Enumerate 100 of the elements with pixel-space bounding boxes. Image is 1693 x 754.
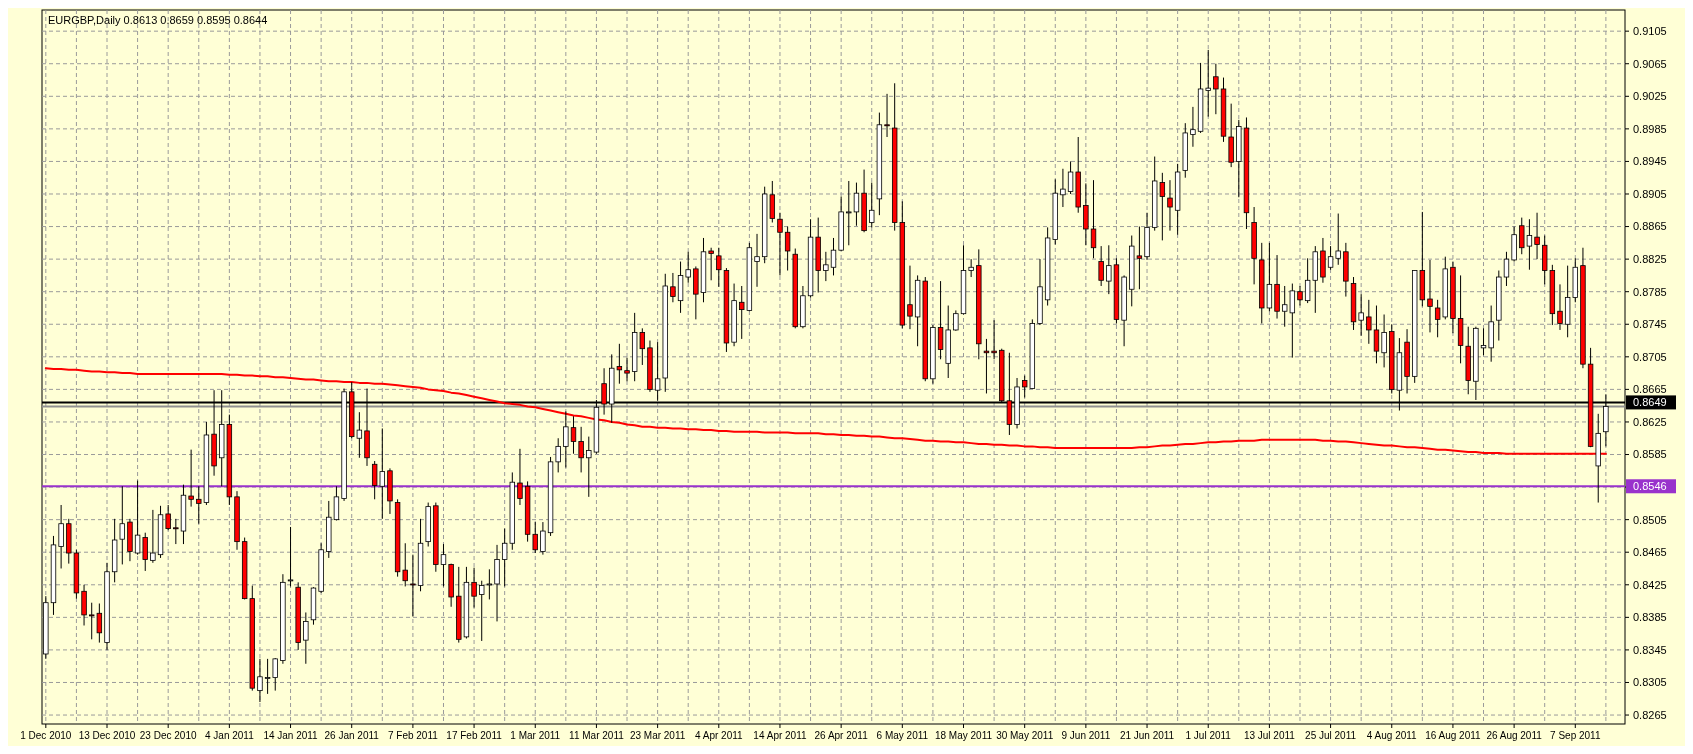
candlestick: [1373, 305, 1380, 364]
y-tick-label: 0.8665: [1633, 383, 1667, 396]
candlestick: [1106, 244, 1112, 295]
x-tick-label: 30 May 2011: [996, 730, 1054, 741]
x-tick-label: 1 Dec 2010: [20, 730, 72, 741]
candlestick: [1503, 251, 1510, 287]
candlestick: [1060, 168, 1066, 208]
x-tick-label: 25 Jul 2011: [1305, 730, 1357, 741]
candlestick: [303, 611, 309, 665]
x-tick-label: 23 Dec 2010: [139, 730, 197, 741]
candlestick: [1213, 63, 1219, 115]
x-tick-label: 7 Sep 2011: [1550, 730, 1601, 741]
candlestick: [150, 509, 156, 564]
y-tick-label: 0.8425: [1633, 578, 1667, 591]
ref-line-label: 0.8649: [1633, 396, 1667, 409]
y-tick-label: 0.8865: [1633, 220, 1667, 233]
candlestick: [1358, 293, 1364, 337]
candlestick: [1427, 259, 1433, 333]
candlestick: [471, 567, 477, 609]
x-tick-label: 9 Jun 2011: [1061, 730, 1111, 741]
x-tick-label: 4 Jan 2011: [204, 730, 255, 741]
candlestick: [830, 237, 837, 276]
ref-line-label: 0.8546: [1633, 480, 1667, 493]
candlestick: [1083, 182, 1089, 246]
line-series: [44, 367, 1607, 455]
x-tick-label: 11 Mar 2011: [569, 730, 625, 741]
y-tick-label: 0.8625: [1633, 415, 1667, 428]
candlestick: [410, 554, 416, 618]
x-tick-label: 7 Feb 2011: [387, 730, 439, 741]
x-tick-label: 4 Aug 2011: [1366, 730, 1418, 741]
y-tick-label: 0.8825: [1633, 252, 1667, 265]
candlestick: [517, 448, 523, 506]
y-tick-label: 0.8585: [1633, 448, 1667, 461]
chart-title: EURGBP,Daily 0.8613 0.8659 0.8595 0.8644: [48, 14, 268, 26]
y-tick-label: 0.8385: [1633, 611, 1667, 624]
x-tick-label: 18 May 2011: [934, 730, 993, 741]
x-tick-label: 1 Jul 2011: [1185, 730, 1232, 741]
candlestick: [670, 272, 676, 303]
x-tick-label: 21 Jun 2011: [1119, 730, 1175, 741]
y-tick-label: 0.9025: [1633, 90, 1667, 103]
y-tick-label: 0.8505: [1633, 513, 1667, 526]
y-tick-label: 0.8745: [1633, 318, 1667, 331]
y-tick-label: 0.8985: [1633, 122, 1667, 135]
x-tick-label: 4 Apr 2011: [694, 730, 744, 741]
candlestick: [777, 212, 783, 276]
candlestick: [563, 410, 569, 469]
x-tick-label: 26 Jan 2011: [324, 730, 380, 741]
x-tick-label: 13 Jul 2011: [1243, 730, 1296, 741]
candlestick: [1090, 179, 1097, 259]
y-tick-label: 0.8465: [1633, 546, 1667, 559]
x-tick-label: 26 Apr 2011: [814, 730, 869, 741]
candlestick: [907, 265, 913, 330]
candlestick: [173, 518, 179, 545]
y-tick-label: 0.9105: [1633, 25, 1667, 38]
candlestick: [188, 449, 194, 508]
candlestick: [784, 226, 791, 272]
candlestick: [440, 543, 447, 587]
x-tick-label: 6 May 2011: [876, 730, 929, 741]
candlestick: [1480, 327, 1487, 356]
y-tick-label: 0.8265: [1633, 708, 1667, 721]
y-tick-label: 0.8305: [1633, 676, 1667, 689]
candlestick: [257, 658, 263, 703]
y-tick-label: 0.9065: [1633, 57, 1667, 70]
candlestick: [1190, 106, 1196, 148]
candlestick: [1366, 299, 1372, 345]
y-tick-label: 0.8345: [1633, 643, 1667, 656]
candlestick: [1167, 179, 1173, 232]
candlestick: [884, 93, 890, 138]
x-tick-label: 1 Mar 2011: [510, 730, 561, 741]
x-tick-label: 16 Aug 2011: [1425, 730, 1482, 741]
y-tick-label: 0.8705: [1633, 350, 1667, 363]
candlestick: [685, 251, 691, 284]
candlestick: [953, 309, 959, 332]
x-tick-label: 14 Jan 2011: [263, 730, 319, 741]
candlestick: [578, 426, 584, 473]
candlestick: [287, 526, 294, 587]
candlestick: [1557, 283, 1563, 331]
candlestick: [1534, 212, 1540, 260]
candlestick: [58, 504, 64, 569]
y-tick-label: 0.8785: [1633, 285, 1667, 298]
candlestick: [716, 247, 722, 288]
y-tick-label: 0.8945: [1633, 155, 1667, 168]
x-tick-label: 17 Feb 2011: [446, 730, 503, 741]
x-tick-label: 13 Dec 2010: [78, 730, 136, 741]
candlestick: [991, 319, 997, 360]
candlestick: [540, 521, 546, 556]
candlestick: [1381, 313, 1387, 368]
candlestick: [624, 357, 630, 382]
candlestick: [823, 251, 829, 282]
candlestick: [754, 233, 760, 288]
x-tick-label: 14 Apr 2011: [753, 730, 807, 741]
y-tick-label: 0.8905: [1633, 187, 1667, 200]
x-tick-label: 23 Mar 2011: [629, 730, 686, 741]
candlestick: [81, 584, 87, 626]
candlestick: [708, 247, 714, 281]
candlestick: [983, 338, 990, 394]
candlestick: [1098, 245, 1104, 287]
candlestick: [165, 504, 171, 531]
x-tick-label: 26 Aug 2011: [1486, 730, 1543, 741]
candlestick: [869, 182, 875, 228]
